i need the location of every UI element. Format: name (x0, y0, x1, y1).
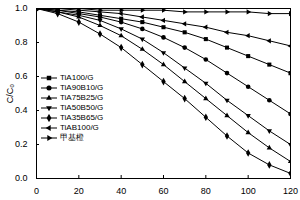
html-text:TiA35B65/G: TiA35B65/G (60, 112, 104, 122)
svg-text:0: 0 (34, 186, 39, 196)
svg-text:1.0: 1.0 (15, 3, 28, 13)
svg-text:0.0: 0.0 (15, 173, 28, 183)
svg-text:60: 60 (158, 186, 168, 196)
html-text:甲基橙: 甲基橙 (60, 132, 84, 142)
svg-text:0.6: 0.6 (15, 71, 28, 81)
html-text:TiA50B50/G: TiA50B50/G (60, 102, 104, 112)
svg-text:80: 80 (201, 186, 211, 196)
html-text:TiA100/G: TiA100/G (60, 72, 94, 82)
html-text:TiAB100/G: TiAB100/G (60, 122, 99, 132)
html-text:TiA75B25/G: TiA75B25/G (60, 92, 104, 102)
svg-text:0.2: 0.2 (15, 139, 28, 149)
html-text:TiA90B10/G: TiA90B10/G (60, 82, 104, 92)
svg-text:C/C₀: C/C₀ (5, 84, 15, 103)
svg-text:0.4: 0.4 (15, 105, 28, 115)
svg-text:120: 120 (283, 186, 298, 196)
svg-text:40: 40 (116, 186, 126, 196)
svg-text:20: 20 (74, 186, 84, 196)
svg-text:0.8: 0.8 (15, 37, 28, 47)
svg-text:100: 100 (241, 186, 256, 196)
